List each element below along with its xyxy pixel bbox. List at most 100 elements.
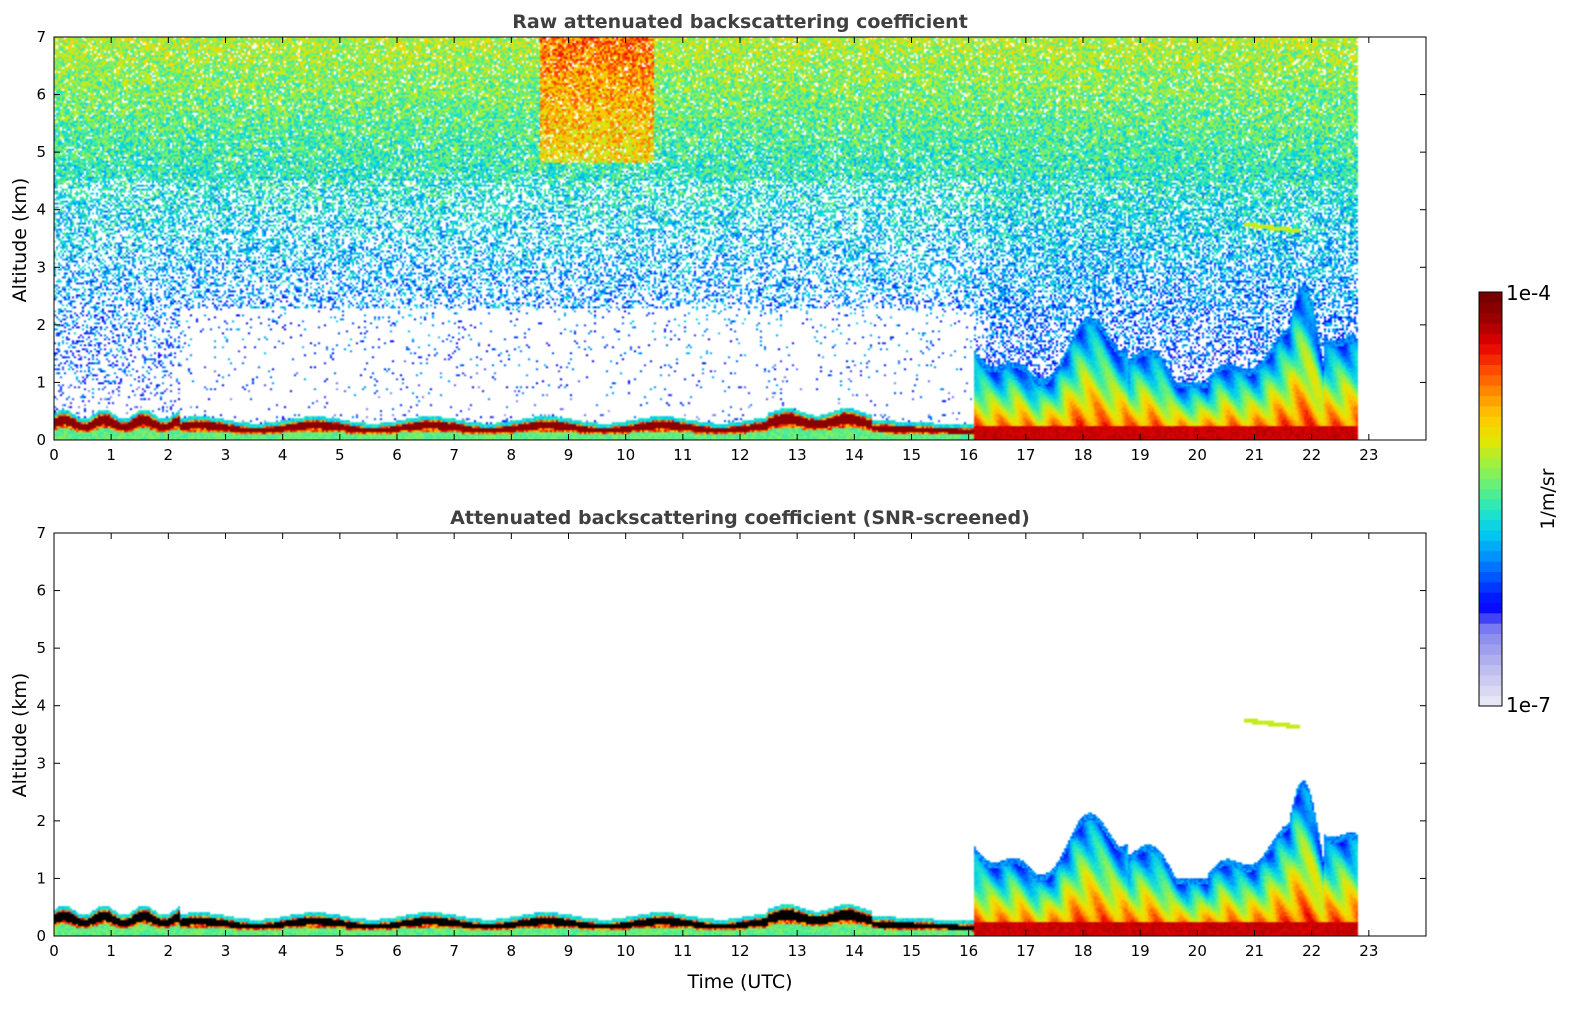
colorbar-swatch — [1479, 467, 1502, 479]
x-tick-label: 15 — [902, 942, 921, 960]
colorbar-swatch — [1479, 292, 1502, 303]
colorbar-swatch — [1479, 323, 1502, 334]
colorbar-swatches — [1479, 292, 1502, 707]
x-tick-label: 22 — [1302, 446, 1321, 464]
x-tick-label: 2 — [164, 446, 174, 464]
x-tick-label: 4 — [278, 942, 288, 960]
colorbar-swatch — [1479, 385, 1502, 396]
bottom-panel-title: Attenuated backscattering coefficient (S… — [450, 507, 1030, 529]
x-tick-label: 1 — [106, 942, 116, 960]
x-tick-label: 7 — [449, 446, 459, 464]
x-tick-label: 9 — [564, 942, 574, 960]
colorbar-swatch — [1479, 405, 1502, 417]
y-tick-label: 6 — [36, 582, 46, 600]
y-tick-label: 1 — [36, 869, 46, 887]
colorbar-swatch — [1479, 592, 1502, 603]
colorbar-swatch — [1479, 488, 1502, 500]
x-tick-label: 20 — [1188, 942, 1207, 960]
x-tick-label: 19 — [1131, 446, 1150, 464]
colorbar-swatch — [1479, 426, 1502, 438]
colorbar-swatch — [1479, 550, 1502, 562]
colorbar-swatch — [1479, 374, 1502, 386]
colorbar-swatch — [1479, 395, 1502, 407]
x-tick-label: 17 — [1016, 446, 1035, 464]
x-tick-label: 4 — [278, 446, 288, 464]
colorbar-swatch — [1479, 343, 1502, 355]
x-tick-label: 14 — [845, 446, 864, 464]
x-tick-label: 16 — [959, 942, 978, 960]
colorbar-max-label: 1e-4 — [1506, 281, 1551, 305]
x-tick-label: 11 — [673, 446, 692, 464]
x-tick-label: 0 — [49, 942, 59, 960]
colorbar-swatch — [1479, 540, 1502, 552]
x-tick-label: 12 — [730, 446, 749, 464]
x-tick-label: 20 — [1188, 446, 1207, 464]
y-tick-label: 4 — [36, 697, 46, 715]
x-tick-label: 8 — [507, 446, 517, 464]
x-tick-label: 23 — [1359, 446, 1378, 464]
x-tick-label: 5 — [335, 942, 345, 960]
y-tick-label: 5 — [36, 143, 46, 161]
colorbar-swatch — [1479, 312, 1502, 324]
x-tick-label: 19 — [1131, 942, 1150, 960]
colorbar-swatch — [1479, 581, 1502, 593]
x-tick-label: 1 — [106, 446, 116, 464]
x-tick-label: 10 — [616, 446, 635, 464]
x-tick-label: 14 — [845, 942, 864, 960]
colorbar-swatch — [1479, 561, 1502, 572]
bottom-panel: Attenuated backscattering coefficient (S… — [9, 507, 1427, 993]
x-tick-label: 11 — [673, 942, 692, 960]
x-tick-label: 23 — [1359, 942, 1378, 960]
x-tick-label: 21 — [1245, 446, 1264, 464]
bottom-axis-ticks: 0 1 2 3 4 5 6 7 8 9 10 11 12 13 14 15 16 17 18 19 20 21 22 2301… — [36, 524, 1426, 960]
x-tick-label: 7 — [449, 942, 459, 960]
x-tick-label: 3 — [221, 446, 231, 464]
x-tick-label: 12 — [730, 942, 749, 960]
x-tick-label: 9 — [564, 446, 574, 464]
y-tick-label: 6 — [36, 86, 46, 104]
top-panel: Raw attenuated backscattering coefficien… — [9, 11, 1427, 464]
y-tick-label: 0 — [36, 927, 46, 945]
y-tick-label: 5 — [36, 639, 46, 657]
x-tick-label: 18 — [1073, 446, 1092, 464]
x-tick-label: 17 — [1016, 942, 1035, 960]
bottom-heatmap — [54, 533, 1426, 936]
y-tick-label: 7 — [36, 28, 46, 46]
x-tick-label: 6 — [392, 446, 402, 464]
colorbar-swatch — [1479, 664, 1502, 676]
y-tick-label: 7 — [36, 524, 46, 542]
colorbar-swatch — [1479, 623, 1502, 635]
bottom-heatmap-image — [54, 533, 1426, 936]
y-tick-label: 2 — [36, 316, 46, 334]
colorbar-min-label: 1e-7 — [1506, 693, 1551, 717]
colorbar-swatch — [1479, 602, 1502, 614]
x-tick-label: 5 — [335, 446, 345, 464]
x-tick-label: 6 — [392, 942, 402, 960]
y-tick-label: 3 — [36, 754, 46, 772]
y-tick-label: 3 — [36, 258, 46, 276]
x-tick-label: 15 — [902, 446, 921, 464]
x-tick-label: 8 — [507, 942, 517, 960]
colorbar-swatch — [1479, 519, 1502, 531]
top-heatmap — [54, 37, 1426, 440]
x-tick-label: 13 — [788, 446, 807, 464]
colorbar-swatch — [1479, 499, 1502, 510]
colorbar-swatch — [1479, 509, 1502, 521]
colorbar-swatch — [1479, 643, 1502, 655]
colorbar-swatch — [1479, 571, 1502, 583]
colorbar-swatch — [1479, 695, 1502, 707]
top-axis-ticks: 0 1 2 3 4 5 6 7 8 9 10 11 12 13 14 15 16 17 18 19 20 21 22 2301… — [36, 28, 1426, 464]
y-tick-label: 1 — [36, 373, 46, 391]
colorbar-swatch — [1479, 612, 1502, 624]
colorbar-swatch — [1479, 633, 1502, 645]
colorbar-swatch — [1479, 530, 1502, 541]
y-tick-label: 2 — [36, 812, 46, 830]
colorbar-swatch — [1479, 685, 1502, 697]
x-tick-label: 10 — [616, 942, 635, 960]
x-tick-label: 3 — [221, 942, 231, 960]
top-panel-title: Raw attenuated backscattering coefficien… — [512, 11, 968, 33]
top-y-axis-label: Altitude (km) — [9, 178, 31, 303]
top-heatmap-image — [54, 37, 1426, 440]
colorbar-frame — [1478, 291, 1503, 707]
